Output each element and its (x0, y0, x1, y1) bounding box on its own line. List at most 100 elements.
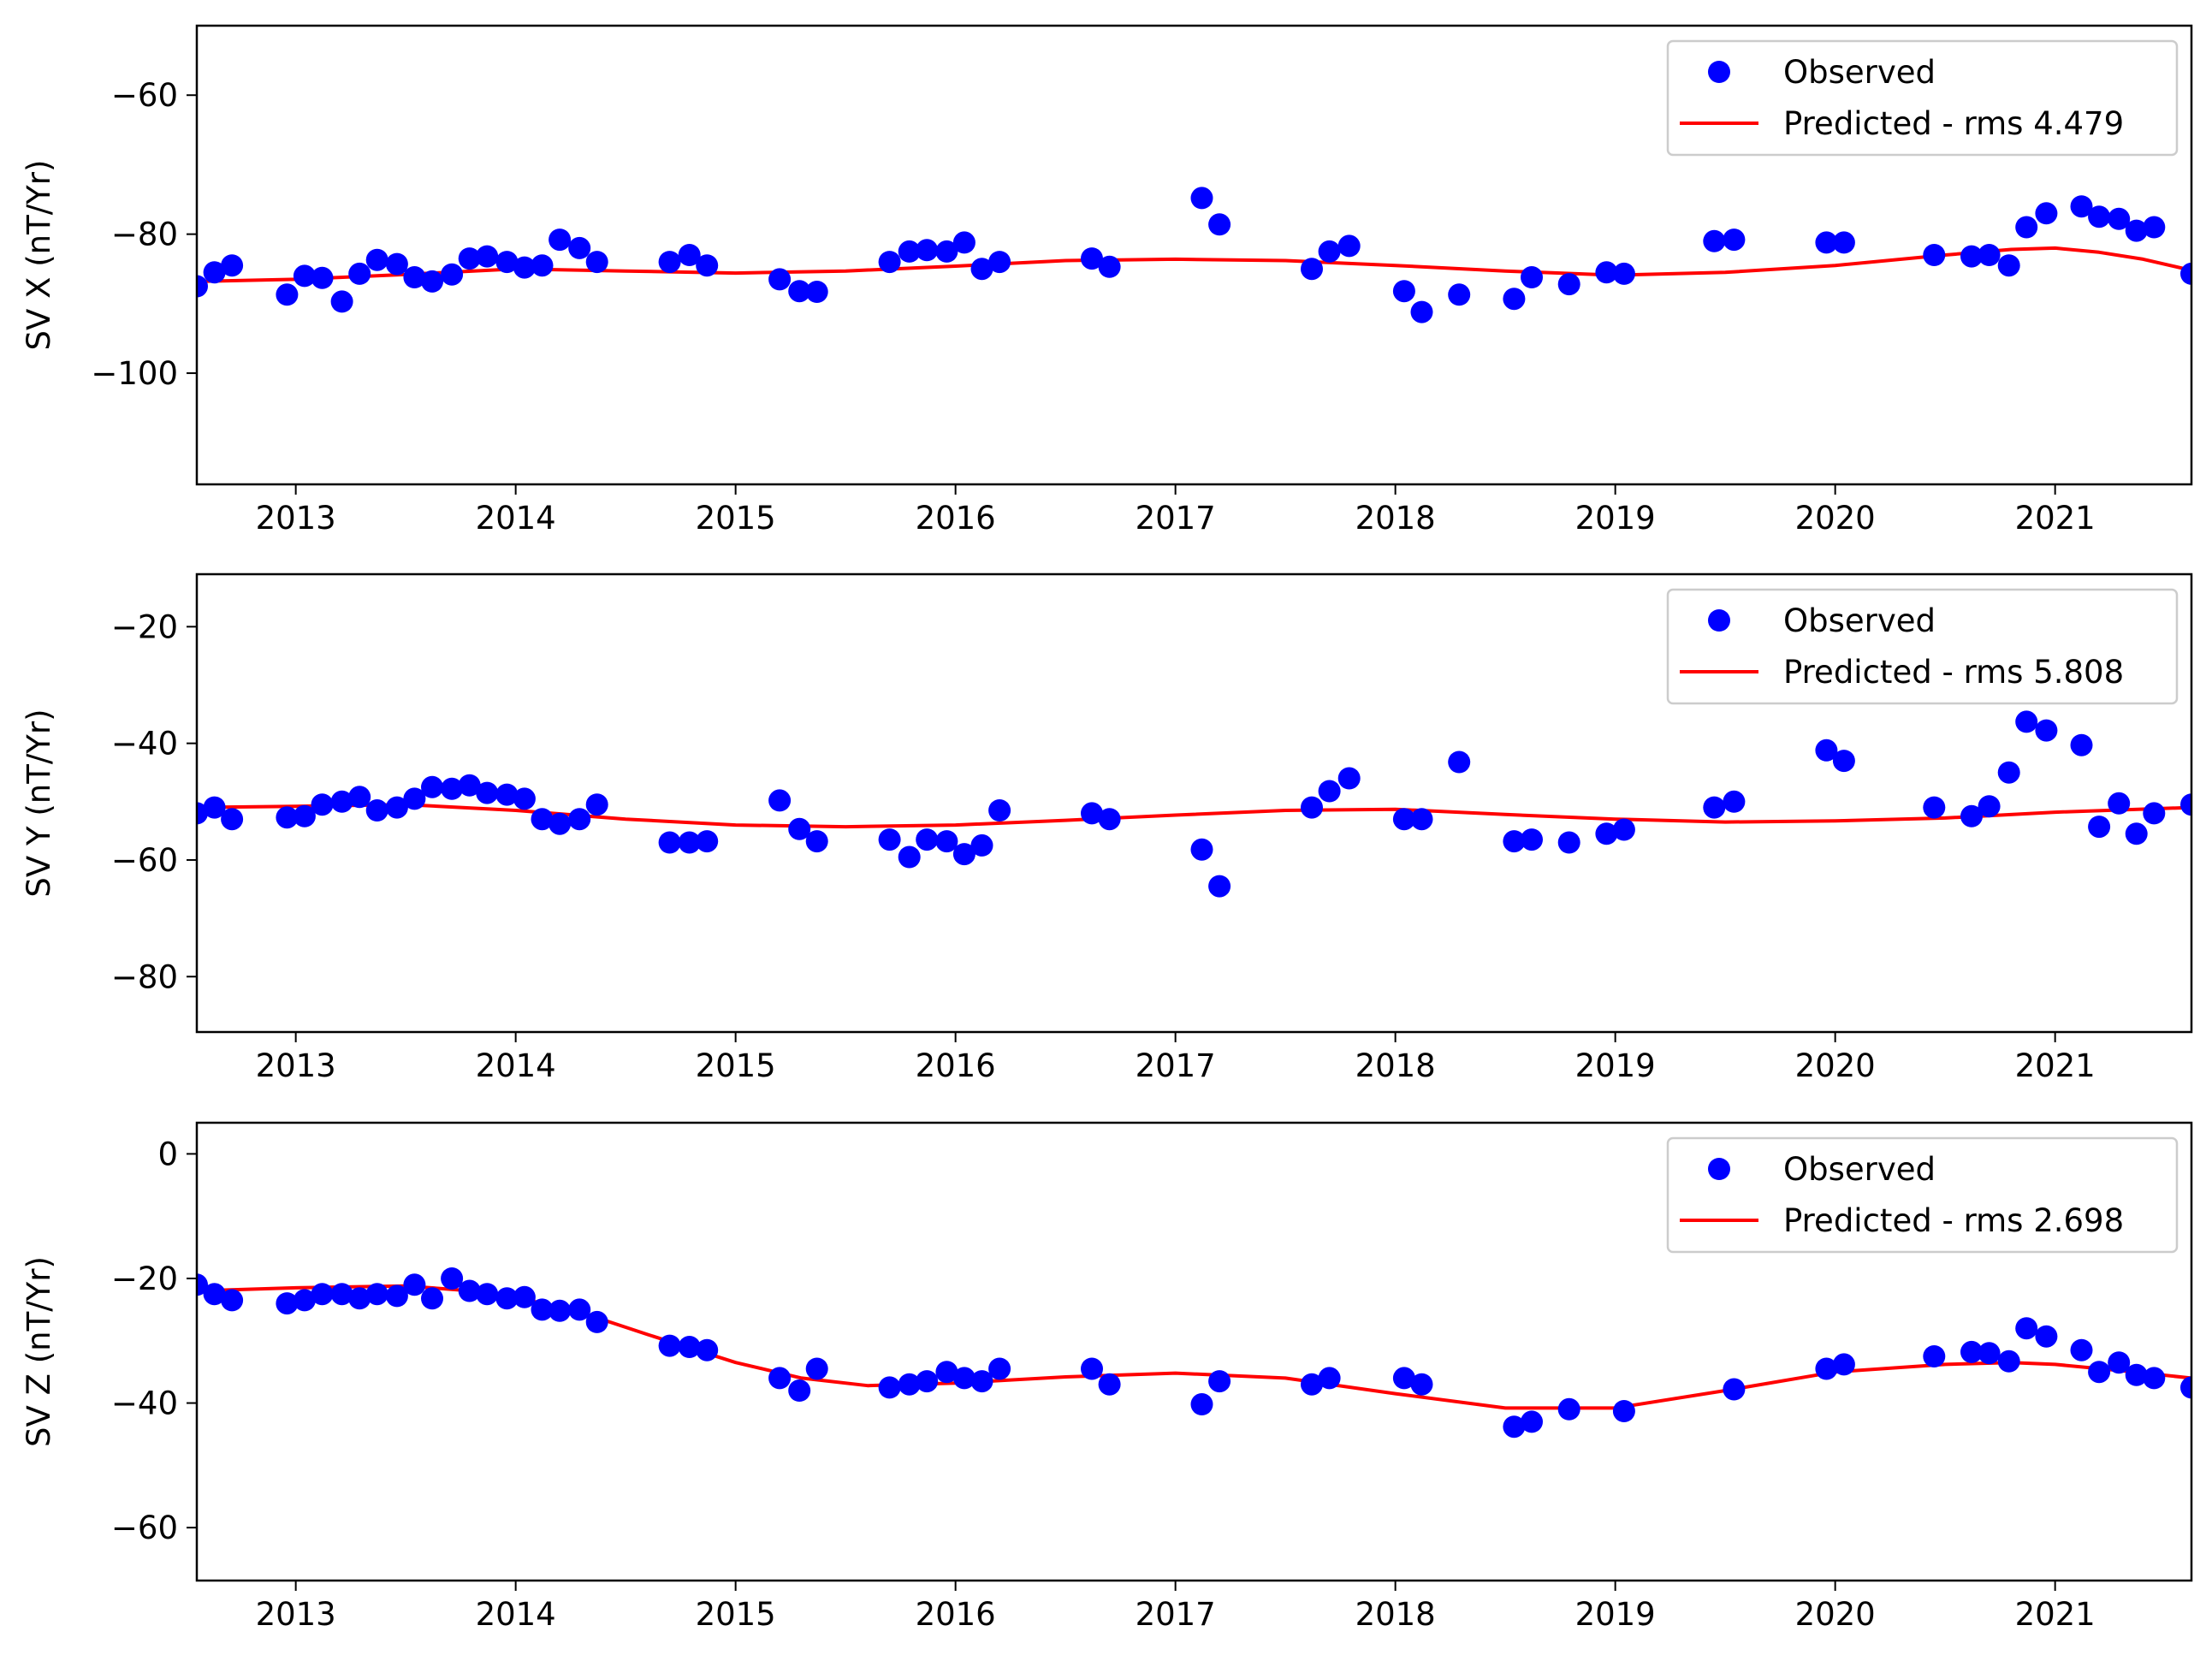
observed-point (2108, 207, 2131, 230)
observed-point (458, 247, 481, 270)
observed-point (203, 1283, 226, 1306)
observed-point (568, 236, 591, 259)
observed-point (935, 240, 958, 263)
observed-point (476, 245, 499, 268)
observed-point (1557, 1397, 1580, 1421)
x-tick-label: 2020 (1795, 1047, 1876, 1084)
y-tick-label: −100 (91, 355, 178, 392)
observed-point (952, 843, 976, 866)
x-tick-label: 2021 (2015, 500, 2096, 537)
observed-point (1960, 245, 1983, 268)
observed-point (1208, 213, 1231, 236)
legend: Observed Predicted - rms 4.479 (1666, 39, 2179, 157)
observed-point (2143, 216, 2166, 239)
legend-label: Observed (1783, 54, 1936, 91)
observed-point (549, 1299, 572, 1322)
observed-point (1703, 796, 1726, 819)
observed-point (403, 266, 426, 288)
observed-point (2015, 710, 2038, 733)
observed-point (1503, 288, 1526, 311)
observed-point (348, 1287, 371, 1310)
observed-point (1098, 1373, 1121, 1396)
observed-point (1521, 266, 1543, 288)
observed-point (1208, 1370, 1231, 1393)
x-tick-label: 2018 (1355, 1596, 1436, 1633)
y-tick-label: −20 (111, 608, 178, 645)
observed-point (2143, 1367, 2166, 1390)
panel-3: 2013 2014 2015 2016 2017 2018 2019 2020 2021 0 −20… (21, 1121, 2193, 1633)
observed-point (221, 254, 244, 277)
observed-point (988, 251, 1011, 274)
x-tick-label: 2016 (916, 1596, 996, 1633)
y-tick-label: −80 (111, 217, 178, 253)
observed-point (658, 251, 681, 274)
observed-point (1301, 796, 1323, 819)
x-tick-label: 2014 (476, 1596, 556, 1633)
observed-point (788, 1379, 811, 1402)
observed-point (1410, 808, 1433, 831)
observed-point (788, 280, 811, 303)
observed-point (1923, 244, 1946, 266)
observed-point (898, 845, 921, 869)
x-tick-label: 2020 (1795, 500, 1876, 537)
observed-point (1081, 1357, 1103, 1380)
observed-point (311, 1283, 334, 1306)
observed-point (2143, 802, 2166, 825)
observed-point (531, 808, 554, 831)
observed-point (1832, 231, 1855, 254)
plot-area (197, 187, 2191, 323)
observed-point (513, 256, 536, 279)
x-tick-label: 2017 (1136, 1047, 1216, 1084)
observed-point (2088, 205, 2111, 228)
observed-point (1318, 1367, 1341, 1390)
observed-point (1190, 1393, 1213, 1415)
observed-point (952, 231, 976, 254)
observed-point (1503, 830, 1526, 853)
y-tick-label: −60 (111, 842, 178, 879)
observed-point (1595, 261, 1618, 284)
y-axis-label: SV Y (nT/Yr) (21, 709, 57, 897)
observed-point (1098, 255, 1121, 278)
observed-point (678, 1336, 701, 1358)
x-tick-label: 2016 (916, 1047, 996, 1084)
observed-point (1448, 750, 1471, 774)
observed-point (203, 796, 226, 819)
observed-point (1098, 808, 1121, 831)
observed-point (2125, 219, 2148, 242)
observed-point (585, 251, 608, 274)
observed-point (197, 275, 208, 298)
legend-label: Observed (1783, 602, 1936, 639)
observed-point (658, 1334, 681, 1357)
predicted-line (197, 246, 2191, 283)
legend-box (1666, 39, 2179, 157)
x-tick-label: 2017 (1136, 500, 1216, 537)
observed-point (878, 828, 901, 851)
observed-point (2088, 816, 2111, 839)
observed-point (988, 1357, 1011, 1380)
legend-label: Predicted - rms 2.698 (1783, 1202, 2124, 1239)
observed-point (1337, 767, 1361, 790)
x-tick-label: 2018 (1355, 1047, 1436, 1084)
observed-point (1208, 875, 1231, 898)
observed-point (1815, 231, 1838, 254)
observed-point (678, 244, 701, 266)
legend-label: Predicted - rms 5.808 (1783, 654, 2124, 691)
observed-point (2180, 793, 2191, 816)
y-tick-label: −20 (111, 1261, 178, 1297)
observed-point (348, 786, 371, 809)
observed-point (2125, 1363, 2148, 1386)
observed-point (1612, 1400, 1635, 1422)
observed-point (1190, 838, 1213, 861)
observed-point (1923, 796, 1946, 819)
observed-point (2108, 792, 2131, 815)
observed-point (878, 251, 901, 274)
y-axis-label: SV Z (nT/Yr) (21, 1256, 57, 1447)
observed-point (1410, 1373, 1433, 1396)
observed-point (293, 264, 316, 288)
observed-point (311, 793, 334, 816)
observed-point (330, 790, 353, 813)
plot-area (197, 710, 2191, 898)
observed-point (1832, 1353, 1855, 1376)
observed-point (293, 1289, 316, 1312)
